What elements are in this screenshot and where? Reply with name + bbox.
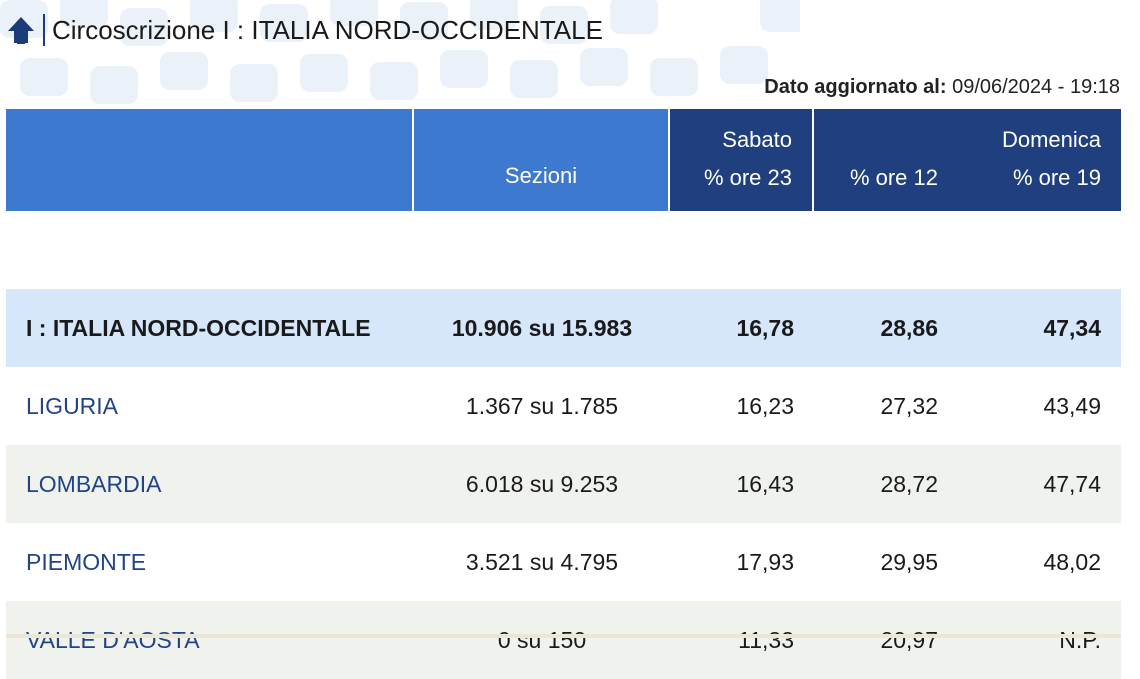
dom12-cell: 27,32 <box>814 367 958 445</box>
col-header-domenica-12: % ore 12 <box>814 109 958 211</box>
region-link-lombardia[interactable]: LOMBARDIA <box>6 445 414 523</box>
col-header-sabato: Sabato % ore 23 <box>670 109 814 211</box>
sab23-cell: 11,33 <box>670 601 814 679</box>
page-title: Circoscrizione I : ITALIA NORD-OCCIDENTA… <box>52 15 603 45</box>
arrow-up-icon[interactable] <box>6 14 36 46</box>
sezioni-cell: 0 su 150 <box>414 601 670 679</box>
col-header-sabato-hour: % ore 23 <box>703 165 792 190</box>
region-link-valle-daosta[interactable]: VALLE D'AOSTA <box>6 601 414 679</box>
table-header: Sezioni Sabato % ore 23 % ore 12 Domenic… <box>6 109 1121 211</box>
col-header-sabato-day: Sabato <box>722 127 792 152</box>
col-header-domenica-19: Domenica % ore 19 <box>958 109 1121 211</box>
sab23-cell: 16,43 <box>670 445 814 523</box>
page-header: Circoscrizione I : ITALIA NORD-OCCIDENTA… <box>0 0 1140 62</box>
table-bottom-border <box>6 634 1121 638</box>
col-header-domenica-day: Domenica <box>1001 127 1101 152</box>
dom19-cell: 48,02 <box>958 523 1121 601</box>
background-pattern <box>0 0 800 110</box>
turnout-table: Sezioni Sabato % ore 23 % ore 12 Domenic… <box>6 109 1121 679</box>
dom12-cell: 20,97 <box>814 601 958 679</box>
total-dom19: 47,34 <box>958 289 1121 367</box>
dom12-cell: 29,95 <box>814 523 958 601</box>
sezioni-cell: 3.521 su 4.795 <box>414 523 670 601</box>
header-divider <box>43 14 45 46</box>
total-dom12: 28,86 <box>814 289 958 367</box>
dom19-cell: 47,74 <box>958 445 1121 523</box>
last-updated-value: 09/06/2024 - 19:18 <box>952 76 1120 98</box>
table-row: LOMBARDIA 6.018 su 9.253 16,43 28,72 47,… <box>6 445 1121 523</box>
col-header-name <box>6 109 414 211</box>
last-updated: Dato aggiornato al: 09/06/2024 - 19:18 <box>764 74 1120 100</box>
last-updated-label: Dato aggiornato al: <box>764 76 947 98</box>
total-sezioni: 10.906 su 15.983 <box>414 289 670 367</box>
region-link-liguria[interactable]: LIGURIA <box>6 367 414 445</box>
region-link-piemonte[interactable]: PIEMONTE <box>6 523 414 601</box>
dom19-cell: 43,49 <box>958 367 1121 445</box>
total-sab23: 16,78 <box>670 289 814 367</box>
sezioni-cell: 1.367 su 1.785 <box>414 367 670 445</box>
table-row: VALLE D'AOSTA 0 su 150 11,33 20,97 N.P. <box>6 601 1121 679</box>
dom19-cell: N.P. <box>958 601 1121 679</box>
sab23-cell: 17,93 <box>670 523 814 601</box>
table-row: PIEMONTE 3.521 su 4.795 17,93 29,95 48,0… <box>6 523 1121 601</box>
sab23-cell: 16,23 <box>670 367 814 445</box>
col-header-sezioni: Sezioni <box>414 109 670 211</box>
total-row: I : ITALIA NORD-OCCIDENTALE 10.906 su 15… <box>6 289 1121 367</box>
dom12-cell: 28,72 <box>814 445 958 523</box>
total-name: I : ITALIA NORD-OCCIDENTALE <box>6 289 414 367</box>
table-row: LIGURIA 1.367 su 1.785 16,23 27,32 43,49 <box>6 367 1121 445</box>
sezioni-cell: 6.018 su 9.253 <box>414 445 670 523</box>
col-header-domenica-hour: % ore 19 <box>1012 165 1101 190</box>
